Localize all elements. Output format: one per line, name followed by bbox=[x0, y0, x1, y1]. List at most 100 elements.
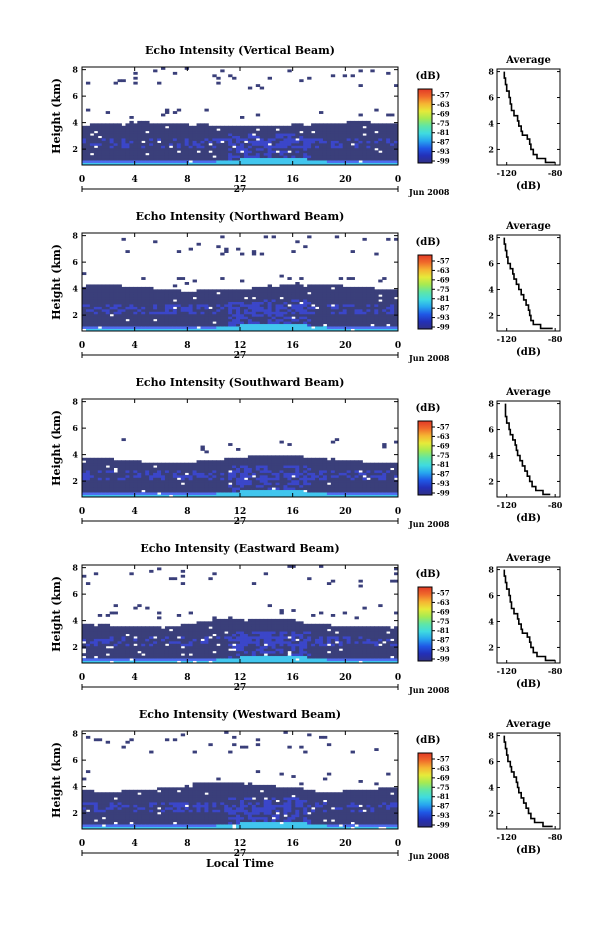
heatmap-cell bbox=[386, 470, 391, 473]
heatmap-cell bbox=[291, 138, 296, 141]
average-x-tick-label: -120 bbox=[497, 168, 517, 178]
heatmap-cell bbox=[101, 289, 107, 293]
heatmap-cell bbox=[125, 631, 130, 634]
heatmap-cell bbox=[232, 645, 237, 649]
heatmap-cell bbox=[208, 482, 213, 486]
heatmap-cell bbox=[172, 147, 178, 151]
heatmap-cell bbox=[180, 316, 186, 320]
heatmap-cell bbox=[255, 113, 261, 117]
colorbar-tick-label: -69 bbox=[437, 109, 450, 118]
heatmap-cell bbox=[149, 138, 154, 141]
heatmap-cell bbox=[204, 648, 209, 652]
heatmap-cell bbox=[149, 487, 154, 491]
heatmap-cell bbox=[82, 145, 87, 149]
heatmap-cell bbox=[326, 492, 332, 495]
colorbar bbox=[417, 88, 433, 164]
heatmap-cell bbox=[315, 484, 320, 488]
heatmap-cell bbox=[228, 299, 233, 302]
heatmap-cell bbox=[240, 140, 245, 144]
heatmap-cell bbox=[97, 477, 103, 481]
heatmap-cell bbox=[275, 289, 280, 293]
heatmap-cell bbox=[334, 326, 340, 329]
heatmap-cell bbox=[366, 326, 371, 329]
heatmap-cell bbox=[184, 487, 190, 491]
heatmap-cell bbox=[176, 108, 182, 112]
heatmap-cell bbox=[338, 308, 344, 312]
heatmap-cell bbox=[129, 484, 134, 488]
heatmap-cell bbox=[180, 582, 186, 585]
heatmap-cell bbox=[149, 636, 154, 639]
heatmap-cell bbox=[386, 467, 391, 471]
heatmap-cell bbox=[137, 474, 142, 478]
panel-1: Echo Intensity (Northward Beam)2468Heigh… bbox=[50, 210, 563, 363]
heatmap-cell bbox=[192, 633, 197, 637]
heatmap-cell bbox=[259, 489, 265, 493]
heatmap-cell bbox=[82, 643, 87, 647]
heatmap-cell bbox=[164, 162, 170, 166]
heatmap-cell bbox=[236, 650, 241, 654]
heatmap-cell bbox=[291, 150, 296, 154]
heatmap-cell bbox=[259, 645, 265, 649]
heatmap-cell bbox=[137, 128, 142, 132]
heatmap-cell bbox=[251, 462, 257, 466]
heatmap-cell bbox=[346, 150, 351, 154]
heatmap-cell bbox=[279, 135, 284, 139]
heatmap-cell bbox=[89, 289, 95, 293]
heatmap-cell bbox=[346, 487, 351, 491]
heatmap-cell bbox=[85, 308, 91, 312]
heatmap-cell bbox=[243, 648, 249, 652]
heatmap-cell bbox=[255, 636, 261, 639]
heatmap-cell bbox=[168, 626, 174, 630]
heatmap-cell bbox=[105, 284, 111, 288]
heatmap-cell bbox=[125, 304, 130, 307]
heatmap-cell bbox=[141, 306, 146, 310]
heatmap-cell bbox=[153, 294, 158, 298]
heatmap-cell bbox=[121, 328, 126, 332]
heatmap-cell bbox=[334, 460, 340, 464]
heatmap-cell bbox=[180, 326, 186, 329]
heatmap-cell bbox=[370, 465, 375, 468]
heatmap-cell bbox=[180, 160, 186, 163]
heatmap-cell bbox=[192, 326, 197, 329]
heatmap-cell bbox=[362, 470, 367, 473]
heatmap-cell bbox=[307, 313, 312, 317]
heatmap-cell bbox=[172, 636, 178, 639]
heatmap-cell bbox=[149, 472, 154, 476]
heatmap-cell bbox=[350, 311, 355, 315]
heatmap-cell bbox=[145, 633, 150, 637]
heatmap-cell bbox=[145, 653, 150, 657]
heatmap-cell bbox=[386, 474, 391, 478]
heatmap-cell bbox=[303, 138, 308, 141]
heatmap-cell bbox=[172, 648, 178, 652]
heatmap-cell bbox=[117, 643, 122, 647]
heatmap-cell bbox=[259, 643, 265, 647]
heatmap-cell bbox=[240, 252, 245, 256]
heatmap-cell bbox=[196, 147, 201, 151]
heatmap-cell bbox=[338, 477, 344, 481]
heatmap-cell bbox=[236, 631, 241, 634]
heatmap-cell bbox=[105, 140, 111, 144]
heatmap-cell bbox=[101, 135, 107, 139]
heatmap-cell bbox=[204, 465, 209, 468]
heatmap-cell bbox=[228, 616, 233, 620]
heatmap-cell bbox=[259, 321, 265, 325]
heatmap-cell bbox=[196, 323, 201, 327]
heatmap-cell bbox=[303, 140, 308, 144]
heatmap-cell bbox=[85, 301, 91, 305]
heatmap-cell bbox=[89, 138, 95, 141]
heatmap-cell bbox=[168, 289, 174, 293]
heatmap-cell bbox=[216, 494, 221, 498]
heatmap-cell bbox=[208, 655, 213, 659]
heatmap-cell bbox=[176, 316, 182, 320]
heatmap-cell bbox=[271, 457, 276, 461]
heatmap-cell bbox=[232, 465, 237, 468]
heatmap-cell bbox=[338, 321, 344, 325]
heatmap-cell bbox=[101, 294, 107, 298]
heatmap-cell bbox=[85, 660, 91, 664]
heatmap-cell bbox=[354, 311, 359, 315]
heatmap-cell bbox=[220, 645, 225, 649]
heatmap-cell bbox=[322, 487, 328, 491]
heatmap-cell bbox=[101, 660, 107, 664]
heatmap-cell bbox=[271, 235, 276, 239]
heatmap-cell bbox=[247, 482, 253, 486]
